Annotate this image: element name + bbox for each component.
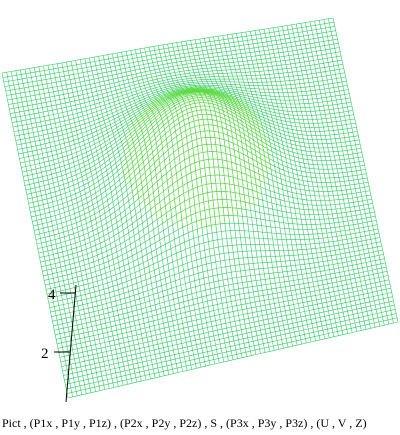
- mesh-line-u-60: [277, 26, 344, 335]
- mesh-peak-line-u-22: [125, 137, 140, 205]
- mesh-peak-line-u-51: [260, 121, 272, 170]
- mesh-line-u-63: [291, 24, 358, 332]
- mesh-peak-line-u-50: [254, 113, 269, 179]
- mesh-peak-line-u-31: [160, 96, 188, 226]
- mesh-line-u-1: [6, 72, 73, 397]
- z-axis: 4 2: [41, 284, 77, 403]
- mesh-line-v-69: [65, 309, 396, 385]
- z-axis-tick-label-2: 2: [41, 346, 49, 362]
- mesh-peak-line-u-27: [144, 109, 168, 221]
- mesh-peak-line-v-48: [197, 223, 225, 230]
- mesh-peak-line-u-25: [135, 117, 158, 220]
- mesh-line-u-67: [309, 21, 376, 328]
- mesh-peak-line-v-41: [144, 166, 265, 207]
- mesh-peak-line-u-24: [132, 122, 152, 217]
- mesh-peak-line-u-34: [173, 91, 203, 228]
- mesh-line-v-67: [63, 300, 394, 376]
- mesh-peak-line-u-44: [221, 91, 247, 210]
- mesh-line-u-0: [1, 72, 69, 399]
- mesh-peak-line-u-20: [121, 166, 126, 181]
- mesh-peak-line-u-41: [206, 88, 234, 216]
- mesh-line-u-64: [295, 23, 362, 331]
- mesh-line-u-16: [75, 60, 142, 382]
- mesh-line-u-8: [38, 66, 105, 390]
- mesh-line-u-4: [20, 69, 87, 394]
- surface-plot: 4 2: [1, 17, 399, 403]
- mesh-line-v-65: [61, 292, 392, 367]
- mesh-peak-line-v-40: [139, 158, 269, 205]
- mesh-peak-line-v-46: [172, 207, 247, 226]
- mesh-line-u-40: [185, 41, 252, 356]
- mesh-peak-line-u-46: [231, 95, 255, 205]
- mesh-line-v-66: [62, 296, 393, 372]
- mesh-line-v-64: [60, 287, 391, 363]
- mesh-line-v-72: [67, 321, 399, 399]
- mesh-line-u-68: [314, 20, 380, 327]
- mesh-peak-line-u-36: [182, 88, 212, 226]
- mesh-peak-line-u-47: [236, 98, 259, 199]
- mesh-line-v-63: [59, 283, 390, 358]
- mesh-line-u-72: [332, 17, 399, 323]
- mesh-line-u-62: [286, 25, 353, 333]
- mesh-peak-line-u-32: [164, 94, 193, 224]
- mesh-peak-line-u-30: [156, 99, 183, 228]
- mesh-line-v-68: [64, 304, 395, 381]
- z-axis-line: [65, 284, 77, 403]
- mesh-line-v-11: [12, 64, 343, 123]
- mesh-line-v-62: [58, 279, 390, 354]
- mesh-line-v-45: [43, 199, 374, 277]
- mesh-peak-line-u-42: [211, 89, 239, 216]
- mesh-line-v-3: [4, 30, 336, 87]
- mesh-peak-line-v-44: [156, 191, 259, 220]
- mesh-peak-line-u-26: [139, 112, 163, 224]
- mesh-line-u-71: [328, 18, 394, 324]
- mesh-peak-line-u-48: [242, 102, 262, 194]
- mesh-peak-line-u-21: [122, 147, 134, 197]
- mesh-peak-line-v-47: [182, 215, 238, 228]
- mesh-line-u-69: [318, 20, 385, 326]
- mesh-line-u-54: [250, 31, 316, 341]
- mesh-line-v-1: [2, 21, 334, 78]
- mesh-peak-line-u-37: [187, 88, 217, 225]
- mesh-peak-line-u-49: [247, 106, 265, 183]
- mesh-peak-line-v-45: [162, 199, 255, 224]
- plot-caption: Pict , (P1x , P1y , P1z) , (P2x , P2y , …: [2, 416, 367, 430]
- mesh-peak-line-u-45: [226, 94, 250, 204]
- mesh-line-u-65: [300, 23, 367, 330]
- mesh-line-v-61: [57, 275, 389, 349]
- mesh-peak-line-u-39: [196, 87, 226, 224]
- mesh-line-v-70: [66, 313, 397, 390]
- mesh-line-u-59: [272, 27, 339, 336]
- mesh-line-u-61: [282, 26, 348, 334]
- surface-mesh: [1, 17, 399, 399]
- mesh-line-u-51: [236, 33, 303, 345]
- mesh-line-v-71: [67, 317, 398, 394]
- mesh-peak-line-u-28: [147, 105, 173, 225]
- mesh-line-u-70: [323, 19, 390, 325]
- surface-plot-canvas: 4 2: [1, 17, 399, 403]
- mesh-peak-line-v-39: [138, 151, 268, 199]
- mesh-peak-line-u-33: [169, 92, 198, 230]
- mesh-line-v-60: [56, 271, 388, 345]
- mesh-peak-line-u-35: [178, 89, 207, 227]
- mesh-line-u-66: [305, 22, 371, 329]
- mesh-peak-line-u-43: [215, 89, 242, 209]
- mesh-line-v-46: [44, 207, 375, 281]
- mesh-peak-line-u-38: [192, 87, 221, 224]
- z-axis-tick-label-4: 4: [48, 287, 56, 303]
- mesh-line-u-19: [89, 57, 156, 378]
